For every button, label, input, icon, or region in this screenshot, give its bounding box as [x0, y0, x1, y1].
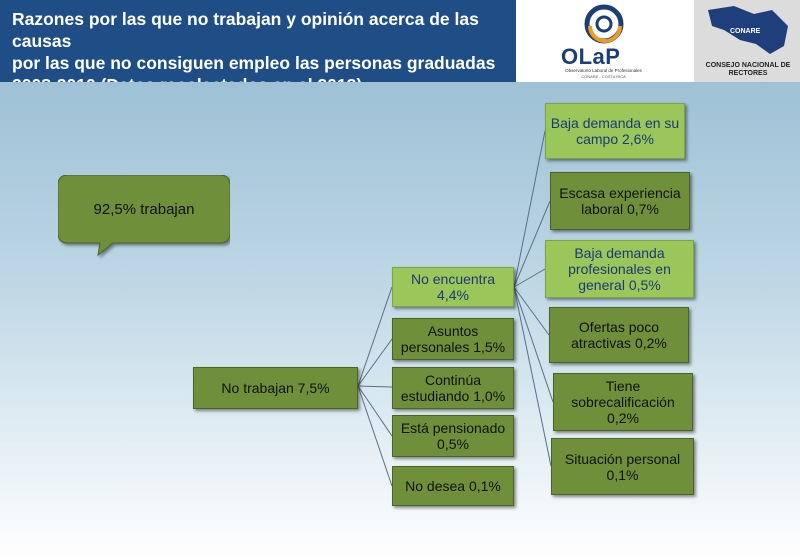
connector-root-reason2 [357, 338, 393, 387]
olap-logo-text: OLaP [561, 44, 621, 69]
reason-node: No encuentra 4,4% [392, 267, 514, 307]
works-callout: 92,5% trabajan [58, 175, 230, 257]
cause-node: Situación personal 0,1% [551, 438, 694, 495]
reason-node: Está pensionado 0,5% [392, 415, 514, 457]
olap-logo: OLaP Observatorio Laboral de Profesional… [516, 0, 691, 82]
cause-node: Escasa experiencia laboral 0,7% [550, 172, 690, 230]
cause-node: Ofertas poco atractivas 0,2% [549, 307, 689, 363]
connector-root-reason4 [357, 385, 393, 437]
costa-rica-map-icon [708, 6, 788, 54]
conare-tag: CONARE [730, 28, 761, 35]
reason-node: Asuntos personales 1,5% [392, 318, 514, 360]
cause-node: Baja demanda en su campo 2,6% [545, 103, 685, 159]
conare-name: CONSEJO NACIONAL DE RECTORES [705, 62, 791, 77]
callout-label: 92,5% trabajan [93, 200, 195, 218]
connector-reason-cause6 [513, 286, 552, 467]
connector-reason-cause5 [513, 286, 554, 403]
olap-logo-subtitle: Observatorio Laboral de Profesionales [565, 68, 642, 73]
connector-root-reason3 [357, 385, 393, 388]
connector-reason-cause4 [513, 286, 550, 336]
cause-node: Tiene sobrecalificación 0,2% [553, 373, 693, 431]
root-node: No trabajan 7,5% [193, 367, 358, 409]
reason-node: No desea 0,1% [392, 466, 514, 506]
reason-node: Continúa estudiando 1,0% [392, 367, 514, 409]
connector-root-reason5 [357, 385, 393, 487]
connector-reason-cause3 [513, 268, 546, 288]
olap-swirl-icon [584, 4, 624, 44]
connector-reason-cause2 [513, 200, 551, 288]
conare-logo: CONARE CONSEJO NACIONAL DE RECTORES [694, 0, 800, 82]
cause-node: Baja demanda profesionales en general 0,… [545, 240, 694, 298]
callout-shape [58, 175, 230, 257]
connector-reason-cause1 [513, 130, 546, 288]
olap-logo-subtitle2: CONARE - COSTA RICA [581, 74, 626, 79]
connector-root-reason1 [357, 286, 393, 387]
